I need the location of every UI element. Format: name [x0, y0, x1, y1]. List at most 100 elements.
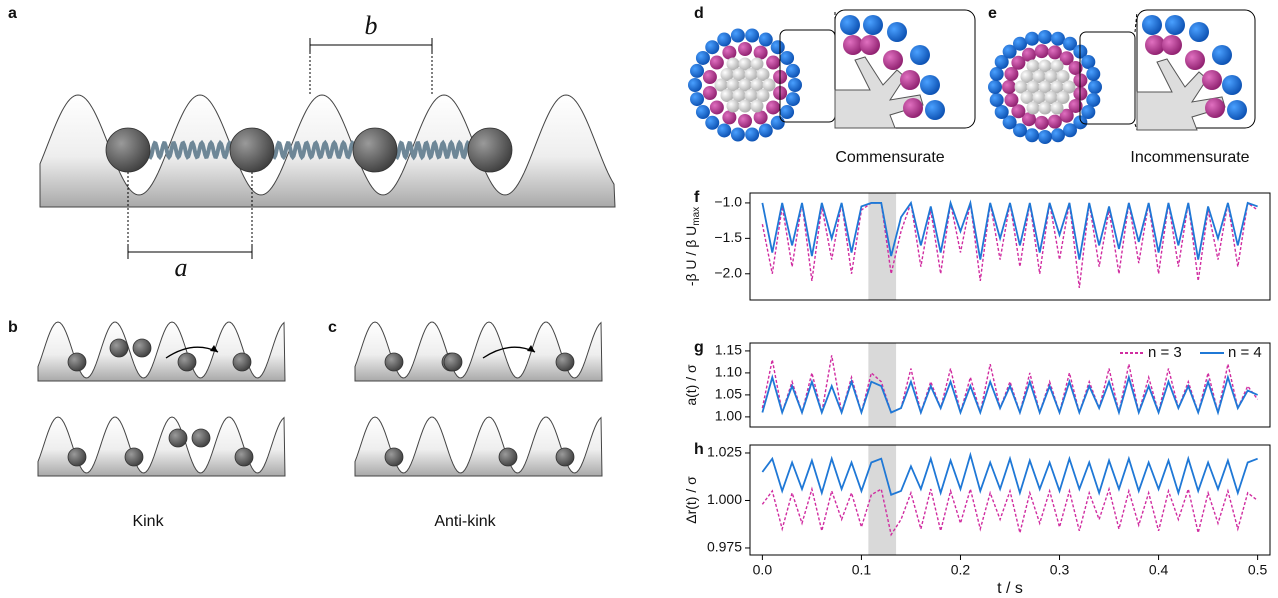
particle-magenta: [753, 110, 768, 125]
particle-magenta: [766, 100, 781, 115]
inset-particle: [863, 15, 883, 35]
particle-magenta: [1034, 44, 1049, 59]
particle-blue: [1013, 123, 1027, 138]
tree: [834, 56, 924, 129]
particle-blue: [1050, 31, 1065, 46]
particle: [232, 352, 252, 372]
x-tick-label: 0.1: [852, 562, 872, 578]
y-axis-label-main: -β U / β U: [683, 226, 699, 286]
particle-blue: [1086, 67, 1101, 82]
particle-magenta: [1002, 80, 1016, 94]
caption: Commensurate: [835, 149, 944, 166]
particle-gray: [1032, 91, 1046, 104]
particle-blue: [1002, 44, 1017, 59]
particle-blue: [690, 63, 705, 78]
particle: [384, 352, 404, 372]
chart: −1.0 −1.5 −2.0 -β U / β Umax: [683, 192, 1271, 301]
caption: Incommensurate: [1130, 149, 1249, 166]
particle: [229, 127, 275, 173]
inset-particle: [920, 75, 940, 95]
particle-blue: [1025, 31, 1040, 46]
particle-gray: [720, 68, 734, 81]
particle-magenta: [766, 55, 781, 70]
particle-blue: [1088, 80, 1102, 94]
x-tick-label: 0.2: [951, 562, 971, 578]
inset-particle: [900, 70, 920, 90]
inset-particle: [1212, 45, 1232, 65]
particle-magenta: [1068, 98, 1083, 113]
particle-blue: [1081, 105, 1096, 119]
y-tick-label: 1.000: [707, 491, 742, 507]
particle-gray: [1044, 91, 1058, 104]
particle-magenta: [1034, 115, 1049, 130]
particle-blue: [717, 123, 732, 138]
particle-blue: [1086, 92, 1101, 107]
particle-magenta: [1047, 114, 1062, 129]
particle-gray: [726, 99, 740, 113]
particle: [67, 352, 87, 372]
particle-gray: [732, 89, 746, 102]
particle-gray: [1014, 80, 1028, 94]
guide: [127, 52, 433, 245]
particle-magenta: [722, 110, 737, 125]
chart: 0.975 1.000 1.025 0.0 0.1 0.2 0.3 0.4 0.5 t / s Δr…: [683, 444, 1271, 597]
particle: [384, 447, 404, 467]
y-tick-label: 1.00: [715, 408, 742, 424]
particle-blue: [780, 50, 795, 65]
series-line: [761, 451, 1258, 497]
particle-magenta: [1021, 47, 1036, 62]
particle-gray: [1026, 101, 1040, 115]
spacing-label: b: [365, 11, 378, 40]
inset-particle: [1165, 15, 1185, 35]
particle-blue: [745, 127, 760, 142]
particle: [67, 447, 87, 467]
particle-blue: [770, 115, 785, 130]
particle-gray: [750, 78, 764, 92]
bracket: [127, 245, 253, 259]
arrowhead: [210, 345, 218, 352]
panel-letter: a: [8, 5, 17, 22]
particle-magenta: [1047, 45, 1062, 60]
particle-blue: [1002, 115, 1017, 130]
y-axis-label-main: Δr(t) / σ: [683, 476, 699, 524]
series-line: [761, 201, 1259, 289]
particle: [177, 352, 197, 372]
inset-particle: [843, 35, 863, 55]
inset-particle: [1222, 75, 1242, 95]
particle: [555, 352, 575, 372]
particle-blue: [994, 105, 1009, 119]
inset-particle: [1227, 100, 1247, 120]
particle-gray: [756, 68, 770, 81]
particle-blue: [788, 78, 802, 92]
particle-magenta: [738, 42, 752, 56]
particle-blue: [994, 55, 1009, 69]
particle-gray: [1026, 80, 1040, 94]
spring: [270, 139, 357, 161]
particle: [124, 447, 144, 467]
inset-particle: [910, 45, 930, 65]
particle-magenta: [702, 69, 717, 84]
particle-gray: [738, 78, 752, 92]
energy-landscape: [37, 321, 286, 382]
y-tick-label: −1.0: [714, 194, 742, 210]
particle-gray: [1038, 59, 1052, 73]
particle-blue: [989, 92, 1004, 107]
particle-gray: [1032, 70, 1046, 83]
plot-frame: [749, 342, 1271, 428]
caption: Kink: [132, 513, 164, 530]
particle-magenta: [722, 45, 737, 60]
inset-particle: [1202, 70, 1222, 90]
particle-gray: [1038, 101, 1052, 115]
particle-blue: [730, 28, 745, 43]
y-tick-label: 0.975: [707, 539, 742, 555]
particle-magenta: [1059, 51, 1074, 66]
particle: [168, 428, 188, 448]
inset-particle: [1142, 15, 1162, 35]
particle-blue: [758, 32, 773, 47]
particle-blue: [780, 105, 795, 120]
particle-magenta: [738, 114, 752, 128]
energy-landscape: [354, 416, 603, 477]
particle-blue: [758, 123, 773, 138]
particle-magenta: [753, 45, 768, 60]
y-axis-label: -β U / β Umax: [683, 207, 702, 286]
